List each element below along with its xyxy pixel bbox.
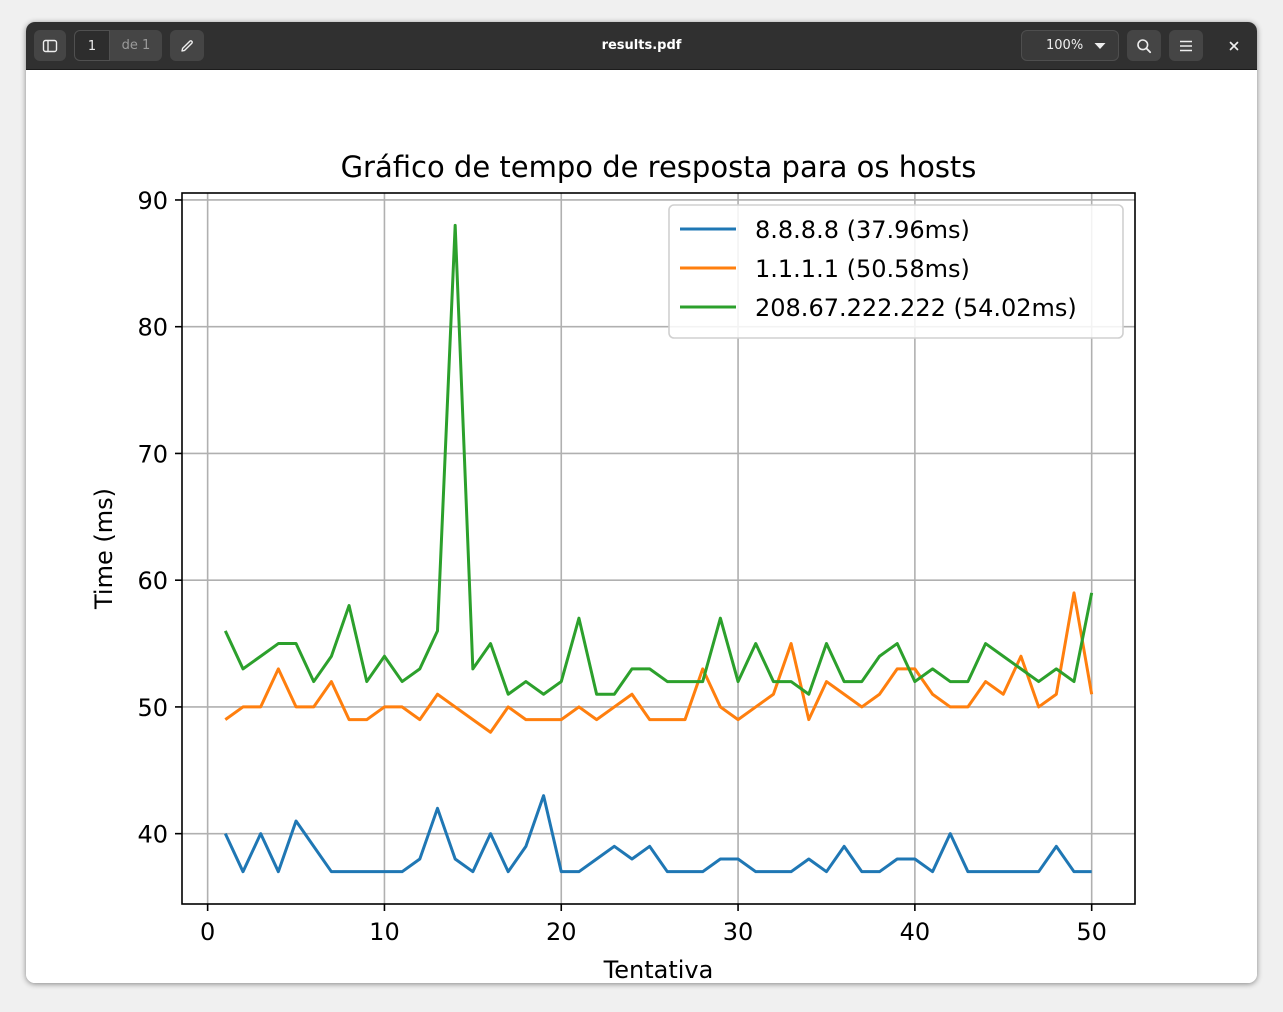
legend-box	[668, 204, 1124, 339]
main-menu-button[interactable]	[1169, 30, 1203, 61]
annotate-button[interactable]	[170, 30, 204, 61]
y-tick-label: 40	[137, 821, 168, 849]
x-tick-label: 10	[369, 918, 400, 946]
page-total-label: de 1	[121, 38, 151, 53]
page-selector: 1 de 1	[74, 30, 162, 61]
series-line-2	[224, 591, 1094, 734]
y-tick-label: 70	[137, 440, 168, 468]
legend-label: 1.1.1.1 (50.58ms)	[755, 255, 970, 283]
x-tick-label: 20	[546, 918, 577, 946]
y-tick-label: 50	[137, 694, 168, 722]
plot-frame	[181, 192, 1136, 905]
chart-title: Gráfico de tempo de resposta para os hos…	[341, 150, 977, 184]
legend-label: 208.67.222.222 (54.02ms)	[755, 294, 1077, 322]
header-bar: 1 de 1 results.pdf 100%	[26, 22, 1257, 70]
x-axis-label: Tentativa	[603, 956, 714, 983]
search-button[interactable]	[1127, 30, 1161, 61]
close-window-button[interactable]	[1219, 30, 1249, 61]
chart-series-lines	[223, 223, 1094, 874]
document-view[interactable]: 0 10 20 30 40 50 40 50 60 70 80 90 Gráfico de tempo…	[26, 70, 1257, 983]
chart-grid	[182, 193, 1135, 904]
pencil-icon	[181, 39, 193, 52]
y-tick-label: 60	[137, 567, 168, 595]
chart-legend: 8.8.8.8 (37.96ms) 1.1.1.1 (50.58ms) 208.67…	[668, 204, 1124, 339]
x-tick-label: 40	[900, 918, 931, 946]
pdf-viewer-window: 1 de 1 results.pdf 100%	[26, 22, 1257, 983]
series-line-3	[223, 223, 1094, 696]
x-tick-label: 0	[200, 918, 215, 946]
response-time-chart: 0 10 20 30 40 50 40 50 60 70 80 90 Gráfico de tempo…	[90, 150, 1136, 983]
page-number-input[interactable]: 1	[74, 30, 110, 61]
zoom-dropdown[interactable]: 100%	[1021, 30, 1119, 61]
close-icon	[1229, 41, 1239, 50]
sidebar-toggle-button[interactable]	[34, 30, 66, 61]
series-line-1	[223, 794, 1092, 874]
sidebar-toggle-icon	[42, 39, 58, 52]
x-tick-label: 30	[723, 918, 754, 946]
y-tick-label: 90	[137, 187, 168, 215]
y-tick-label: 80	[137, 314, 168, 342]
chart-ticks: 0 10 20 30 40 50 40 50 60 70 80 90	[137, 187, 1107, 946]
chevron-down-icon	[1094, 43, 1106, 49]
legend-label: 8.8.8.8 (37.96ms)	[755, 216, 970, 244]
hamburger-menu-icon	[1180, 40, 1192, 51]
zoom-level: 100%	[1046, 38, 1084, 53]
search-icon	[1137, 38, 1152, 53]
y-axis-label: Time (ms)	[90, 488, 118, 610]
x-tick-label: 50	[1076, 918, 1107, 946]
